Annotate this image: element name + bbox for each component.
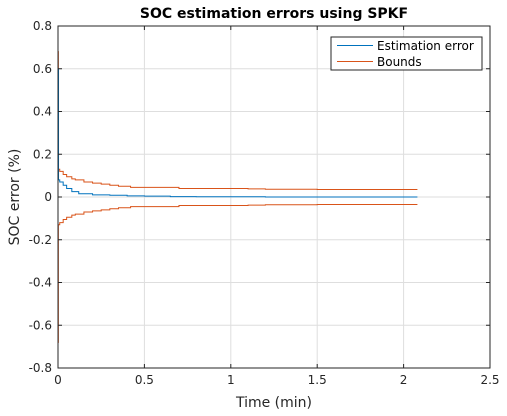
- y-tick-label: 0.4: [33, 105, 52, 119]
- x-tick-label: 0.5: [135, 373, 154, 387]
- y-tick-label: -0.6: [29, 318, 52, 332]
- legend: Estimation error Bounds: [330, 36, 483, 71]
- estimation-error-line: [58, 68, 418, 198]
- y-tick-labels: -0.8 -0.6 -0.4 -0.2 0 0.2 0.4 0.6 0.8: [29, 19, 52, 375]
- legend-label-estimation-error: Estimation error: [377, 39, 474, 53]
- legend-box: [330, 36, 483, 71]
- bounds-lower-line: [57, 203, 418, 343]
- x-tick-label: 2: [400, 373, 408, 387]
- x-axis-label: Time (min): [235, 395, 312, 411]
- y-tick-label: -0.2: [29, 233, 52, 247]
- bounds-upper-line: [57, 51, 418, 191]
- x-tick-label: 1: [227, 373, 235, 387]
- y-tick-label: 0.2: [33, 147, 52, 161]
- chart-title: SOC estimation errors using SPKF: [140, 6, 408, 22]
- x-tick-labels: 0 0.5 1 1.5 2 2.5: [54, 373, 499, 387]
- x-tick-label: 1.5: [308, 373, 327, 387]
- y-tick-label: 0.8: [33, 19, 52, 33]
- ticks: [57, 25, 491, 369]
- y-tick-label: -0.4: [29, 276, 52, 290]
- y-tick-label: 0: [44, 190, 52, 204]
- y-axis-label: SOC error (%): [7, 149, 23, 246]
- x-tick-label: 0: [54, 373, 62, 387]
- x-tick-label: 2.5: [480, 373, 499, 387]
- y-tick-label: -0.8: [29, 361, 52, 375]
- series-layer: [57, 51, 418, 343]
- y-tick-label: 0.6: [33, 62, 52, 76]
- legend-label-bounds: Bounds: [377, 55, 422, 69]
